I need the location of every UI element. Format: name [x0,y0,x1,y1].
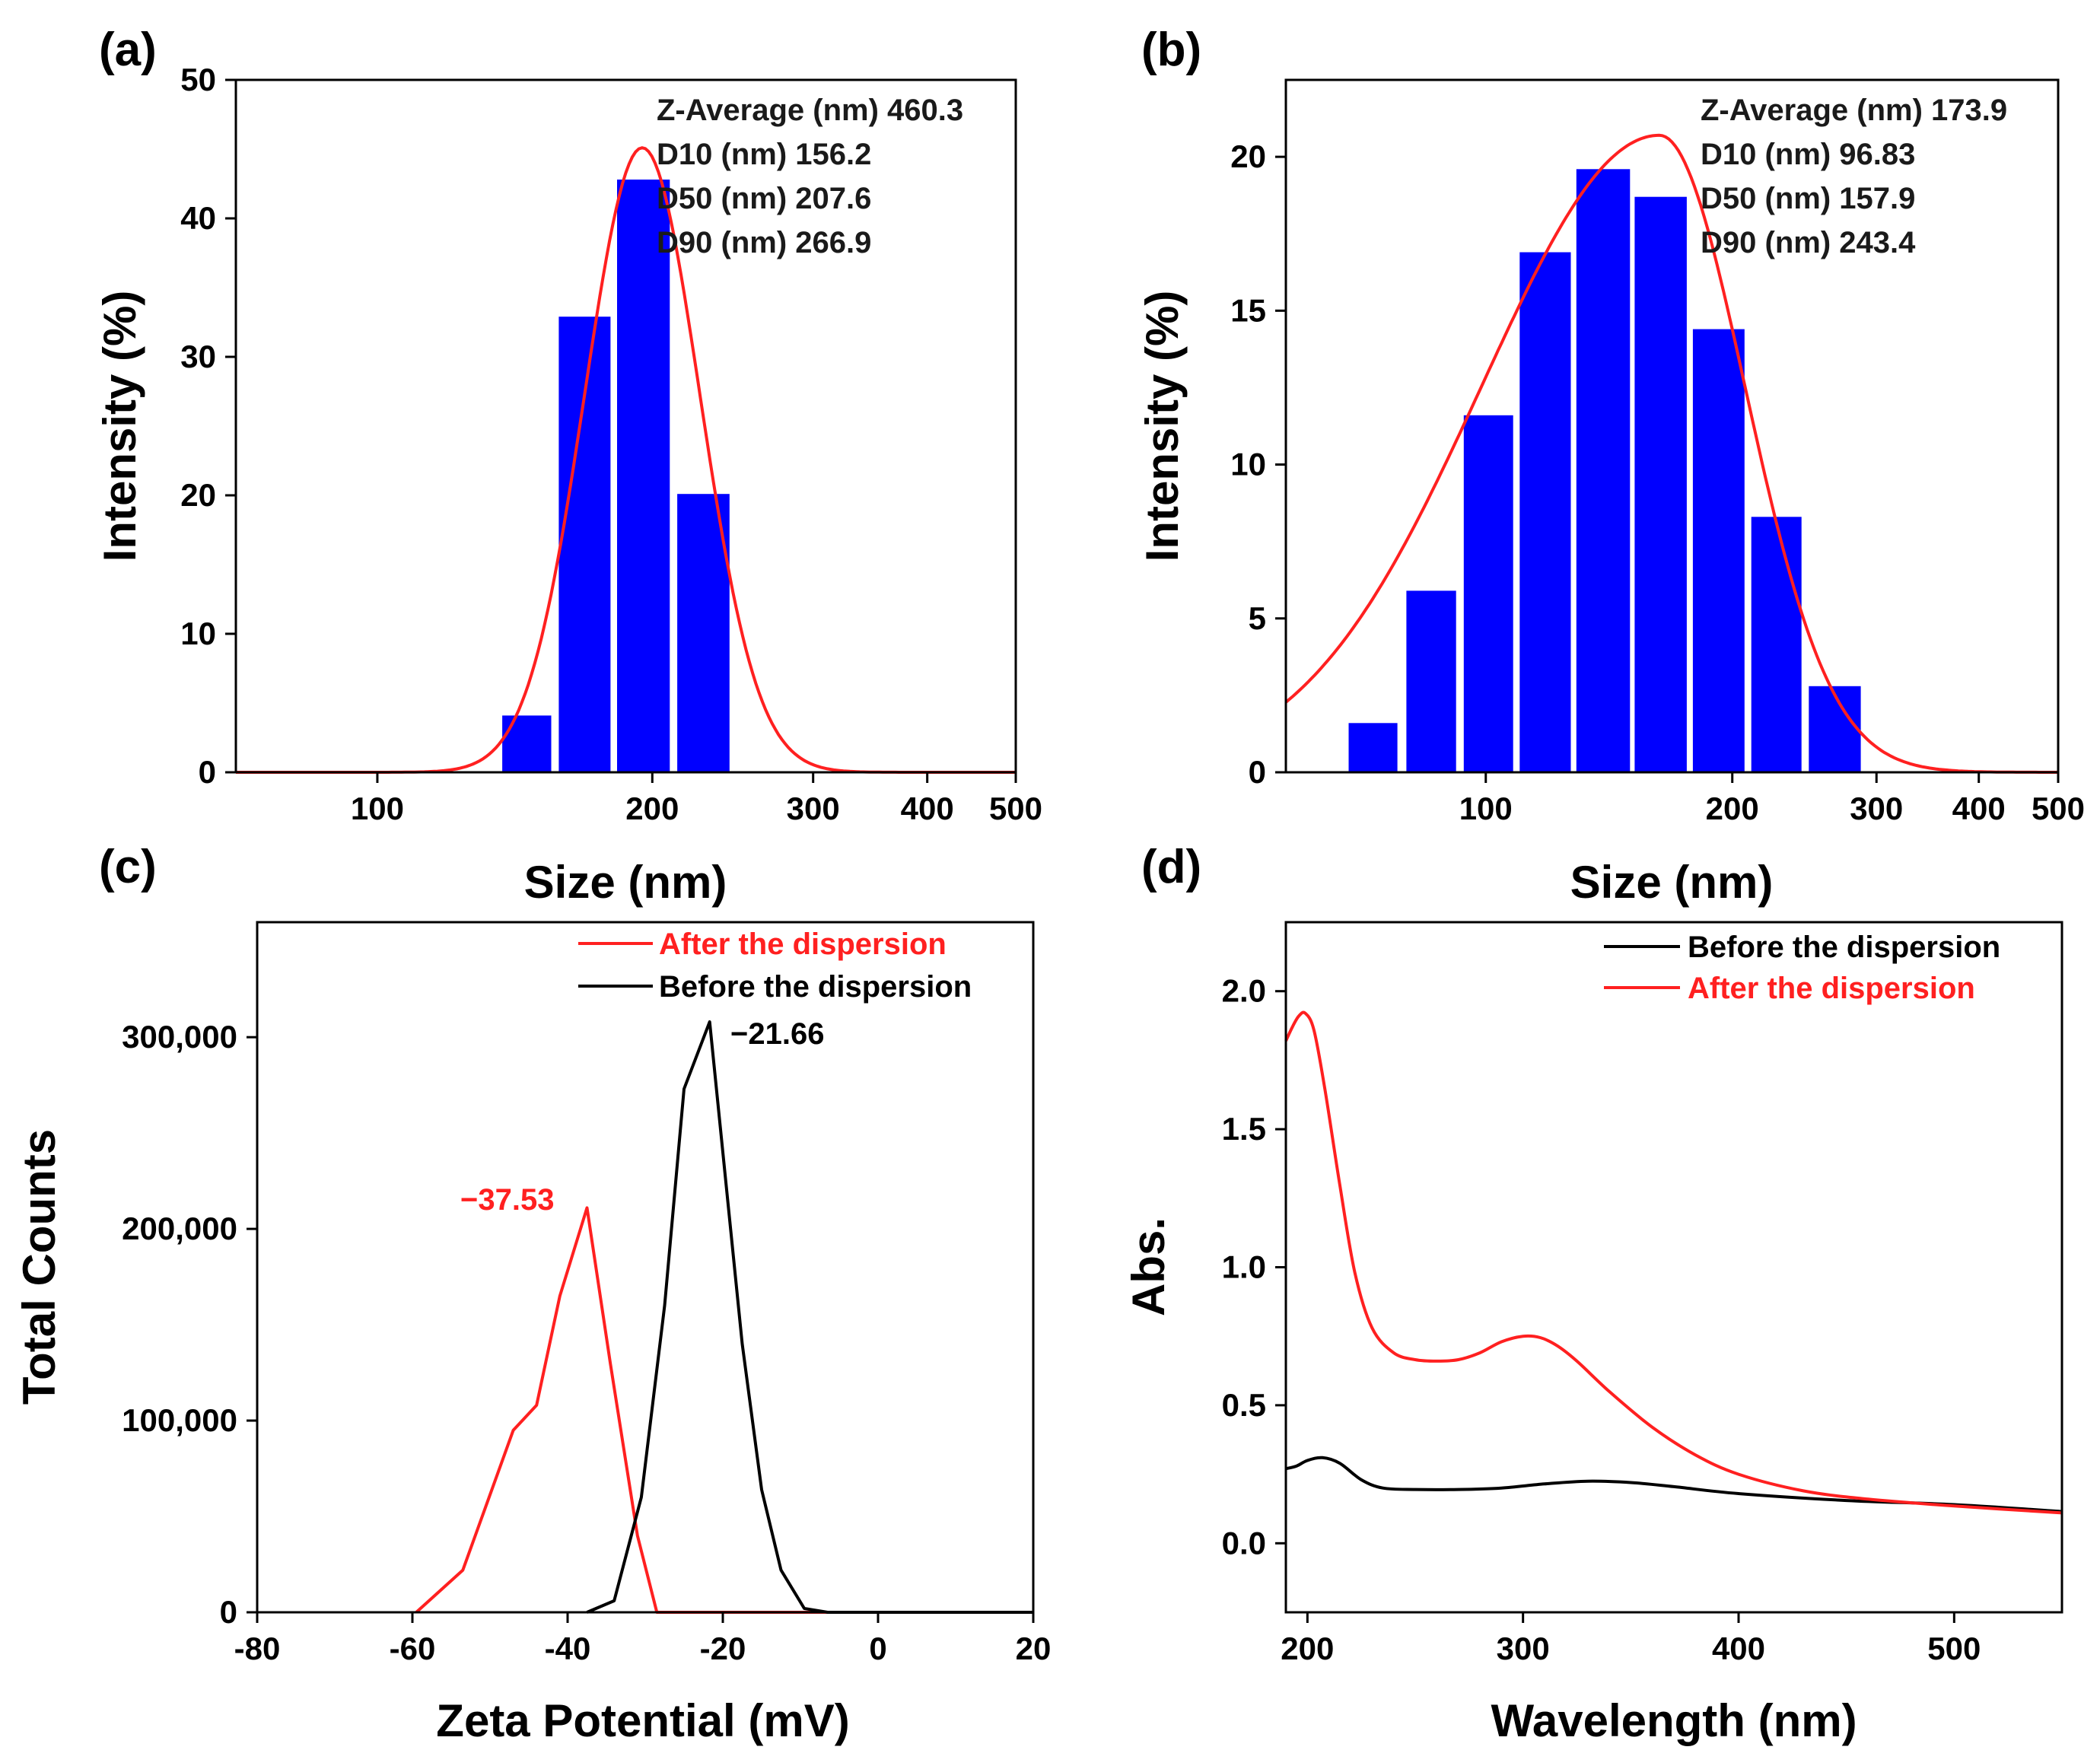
bar-a-3 [677,494,730,772]
stat-d50-b: D50 (nm) 157.9 [1701,182,1915,215]
x-tick-label-b-0: 100 [1459,791,1513,826]
x-tick-label-d-3: 500 [1927,1631,1981,1666]
series-line-d-1 [1284,1010,2063,1515]
panel-b: (b) 100 200 300 400 500 0 5 10 15 20 Size (nm) In… [1137,24,2085,908]
plot-frame-b [1284,78,2060,774]
stat-z-average-b: Z-Average (nm) 173.9 [1701,94,2007,127]
series-line-d-0 [1285,1456,2063,1513]
y-tick-label-d-2: 1.0 [1222,1249,1266,1285]
y-axis-title-c: Total Counts [14,1129,65,1405]
x-tick-label-d-2: 400 [1712,1631,1765,1666]
x-tick-label-b-2: 300 [1850,791,1903,826]
plot-frame-c [256,921,1035,1614]
x-tick-label-d-1: 300 [1497,1631,1550,1666]
y-tick-label-c-0: 0 [220,1594,237,1630]
x-tick-label-a-1: 200 [625,791,679,826]
bar-b-7 [1751,517,1802,772]
y-axis-title-b: Intensity (%) [1137,291,1188,562]
y-tick-label-c-1: 100,000 [122,1402,237,1438]
legend-d: Before the dispersion After the dispersi… [1604,931,2000,1005]
x-tick-label-d-0: 200 [1281,1631,1334,1666]
stat-d90-a: D90 (nm) 266.9 [657,226,871,259]
stat-z-average-a: Z-Average (nm) 460.3 [657,94,963,127]
legend-c: After the dispersion Before the dispersi… [578,928,972,1004]
y-tick-label-a-4: 40 [180,200,216,236]
y-tick-label-a-2: 20 [180,477,216,513]
panel-c: (c) -80 -60 -40 -20 0 20 0 100,000 200,000 300,00… [14,841,1051,1746]
stat-d50-a: D50 (nm) 207.6 [657,182,871,215]
x-tick-label-c-0: -80 [234,1631,281,1666]
y-axis-title-d: Abs. [1123,1217,1174,1316]
bar-b-1 [1406,590,1456,772]
bar-a-2 [617,180,670,772]
y-tick-label-d-0: 0.0 [1222,1525,1266,1561]
x-tick-label-a-0: 100 [351,791,404,826]
plot-frame-a [234,78,1017,774]
stat-d10-a: D10 (nm) 156.2 [657,138,871,171]
x-tick-label-c-2: -40 [545,1631,591,1666]
peak-label-after: −37.53 [460,1183,554,1217]
panel-d: (d) 200 300 400 500 0.0 0.5 1.0 1.5 2.0 Waveleng… [1123,841,2063,1746]
x-tick-label-b-4: 500 [2032,791,2085,826]
panel-label-c: (c) [99,841,157,893]
y-tick-label-b-2: 10 [1230,447,1266,482]
panel-label-b: (b) [1141,24,1201,76]
x-tick-label-a-2: 300 [787,791,840,826]
x-axis-title-a: Size (nm) [524,857,727,908]
series-line-c-1 [586,1020,1033,1614]
bar-b-3 [1519,252,1571,772]
x-tick-label-c-5: 20 [1016,1631,1052,1666]
y-tick-label-c-2: 200,000 [122,1211,237,1246]
panel-label-d: (d) [1141,841,1201,893]
stat-d10-b: D10 (nm) 96.83 [1701,138,1915,171]
y-tick-label-d-1: 0.5 [1222,1387,1266,1423]
stats-box-b: Z-Average (nm) 173.9 D10 (nm) 96.83 D50 … [1701,94,2007,259]
fit-curve-b [1284,133,2058,774]
bar-b-0 [1348,723,1398,772]
bar-b-2 [1463,415,1513,772]
x-axis-title-d: Wavelength (nm) [1491,1695,1857,1746]
legend-label-after-d: After the dispersion [1688,972,1975,1005]
legend-label-before-c: Before the dispersion [659,970,972,1004]
stat-d90-b: D90 (nm) 243.4 [1701,226,1916,259]
x-axis-title-b: Size (nm) [1570,857,1774,908]
y-tick-label-b-0: 0 [1249,754,1266,790]
x-axis-title-c: Zeta Potential (mV) [436,1695,849,1746]
y-tick-label-b-3: 15 [1230,292,1266,328]
x-tick-label-c-1: -60 [390,1631,436,1666]
y-tick-label-c-3: 300,000 [122,1019,237,1055]
y-tick-label-a-3: 30 [180,339,216,374]
bar-b-6 [1692,329,1745,773]
bar-b-4 [1576,169,1631,773]
legend-label-after-c: After the dispersion [659,928,947,961]
x-tick-label-b-3: 400 [1952,791,2006,826]
y-axis-title-a: Intensity (%) [94,291,145,562]
y-tick-label-b-4: 20 [1230,138,1266,174]
y-tick-label-d-3: 1.5 [1222,1111,1266,1147]
y-tick-label-a-1: 10 [180,616,216,651]
x-tick-label-a-3: 400 [901,791,954,826]
x-tick-label-b-1: 200 [1706,791,1759,826]
y-tick-label-a-0: 0 [199,754,216,790]
stats-box-a: Z-Average (nm) 460.3 D10 (nm) 156.2 D50 … [657,94,963,259]
legend-label-before-d: Before the dispersion [1688,931,2000,964]
panel-a: (a) 100 200 300 400 500 0 10 20 30 40 50 Size (nm)… [94,24,1042,908]
y-tick-label-b-1: 5 [1249,600,1266,636]
x-tick-label-a-4: 500 [989,791,1042,826]
x-tick-label-c-3: -20 [700,1631,746,1666]
peak-label-before: −21.66 [730,1017,824,1051]
bar-b-8 [1809,686,1861,772]
y-tick-label-a-5: 50 [180,62,216,97]
bar-b-5 [1634,196,1687,772]
bar-a-0 [502,715,552,772]
x-tick-label-c-4: 0 [869,1631,886,1666]
panel-label-a: (a) [99,24,157,76]
series-line-c-0 [415,1206,1033,1614]
y-tick-label-d-4: 2.0 [1222,973,1266,1009]
